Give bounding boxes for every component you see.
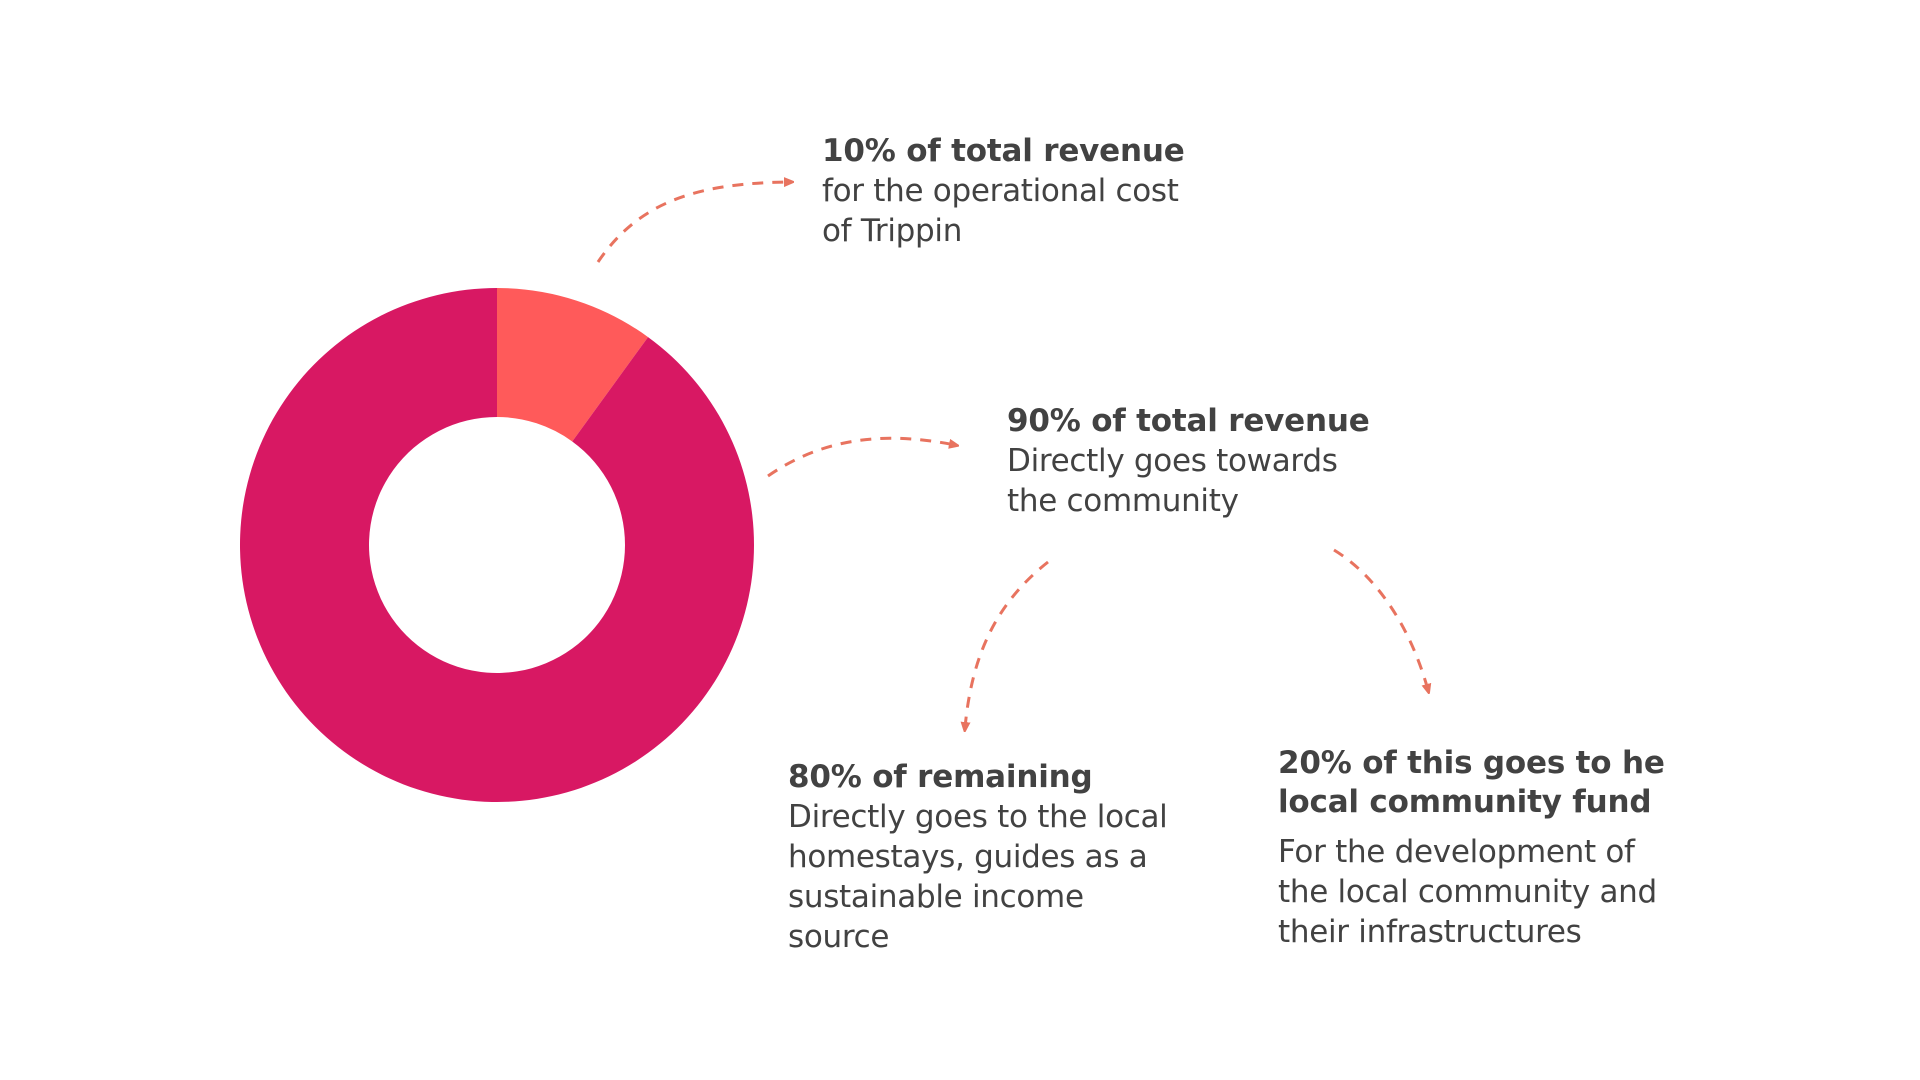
donut-slice-operational [497,288,649,442]
text-line: the local community and [1278,874,1657,910]
arrow-to-community [767,436,955,478]
callout-operational-heading: 10% of total revenue [822,133,1185,169]
callout-community: 90% of total revenue Directly goes towar… [1007,402,1370,521]
text-line: their infrastructures [1278,914,1582,950]
text-line: Directly goes to the local [788,799,1168,835]
text-line: Directly goes towards [1007,443,1338,479]
arrow-to-fund [1333,548,1428,690]
callout-fund-text: For the development of the local communi… [1278,832,1665,952]
text-line: source [788,919,890,955]
heading-line: local community fund [1278,784,1652,820]
text-line: the community [1007,483,1239,519]
donut-slice-community [239,288,754,802]
text-line: for the operational cost [822,173,1179,209]
callout-operational-text: for the operational cost of Trippin [822,171,1185,251]
text-line: of Trippin [822,213,963,249]
arrow-to-operational [596,182,790,263]
arrow-to-local [965,560,1049,728]
heading-line: 20% of this goes to he [1278,745,1665,781]
callout-local-text: Directly goes to the local homestays, gu… [788,797,1168,957]
callout-local-heading: 80% of remaining [788,759,1093,795]
callout-operational: 10% of total revenue for the operational… [822,132,1185,251]
text-line: For the development of [1278,834,1635,870]
text-line: homestays, guides as a [788,839,1148,875]
callout-community-heading: 90% of total revenue [1007,403,1370,439]
callout-local: 80% of remaining Directly goes to the lo… [788,758,1168,957]
text-line: sustainable income [788,879,1084,915]
callout-community-text: Directly goes towards the community [1007,441,1370,521]
callout-fund: 20% of this goes to he local community f… [1278,744,1665,952]
callout-fund-heading: 20% of this goes to he local community f… [1278,744,1665,822]
